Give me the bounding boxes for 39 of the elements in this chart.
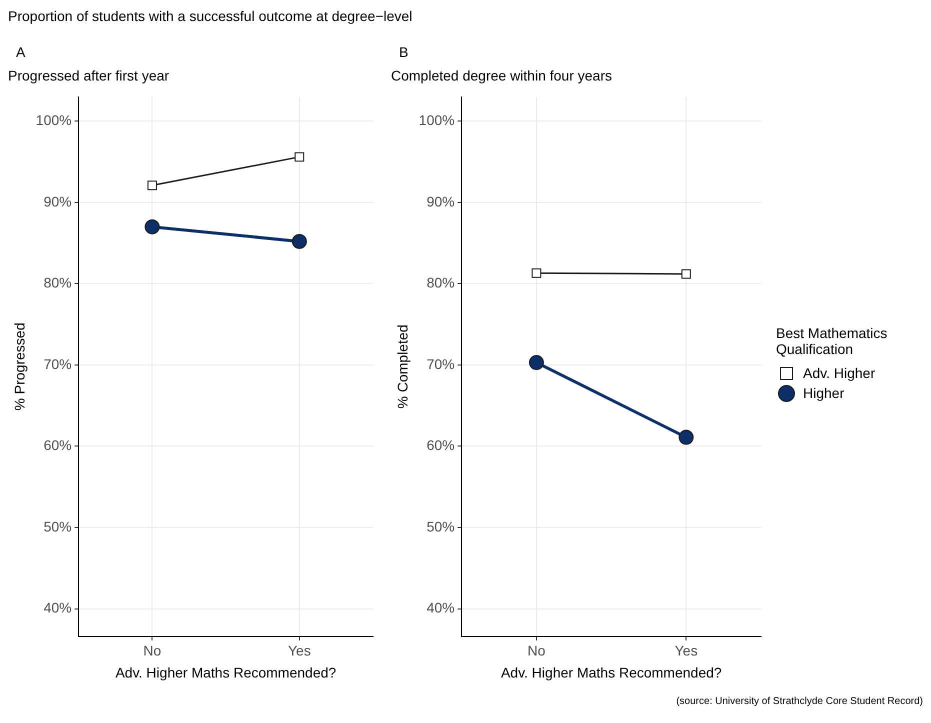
y-tick-label: 90% — [44, 193, 72, 210]
point — [292, 234, 307, 249]
y-tick-label: 70% — [426, 356, 455, 372]
x-tick-label: Yes — [288, 642, 311, 659]
y-tick-label: 40% — [44, 600, 72, 616]
y-tick-label: 90% — [426, 193, 455, 210]
point — [294, 152, 304, 162]
legend-label: Adv. Higher — [803, 365, 876, 381]
x-tick-label: Yes — [674, 642, 698, 659]
y-tick-label: 60% — [426, 437, 455, 454]
y-tick-label: 100% — [36, 112, 72, 128]
y-tick-label: 100% — [418, 112, 455, 128]
point — [532, 268, 542, 278]
y-tick-label: 80% — [426, 274, 455, 291]
x-axis-title: Adv. Higher Maths Recommended? — [500, 664, 722, 680]
y-tick-label: 80% — [44, 274, 72, 291]
y-axis-title: % Progressed — [11, 322, 28, 411]
legend-label: Higher — [803, 385, 844, 401]
legend-title: Best Mathematics Qualification — [776, 325, 888, 357]
chart-title: Progressed after first year — [8, 67, 170, 84]
point — [144, 219, 160, 234]
chart-title: Completed degree within four years — [391, 67, 612, 84]
text: B — [399, 44, 408, 60]
x-tick-label: No — [528, 642, 546, 659]
y-axis-title: % Completed — [394, 324, 410, 409]
text: A — [16, 44, 26, 60]
y-tick-label: 40% — [426, 600, 455, 616]
point — [678, 430, 694, 445]
y-tick-label: 50% — [44, 518, 72, 534]
point — [147, 180, 157, 190]
y-tick-label: 60% — [44, 437, 72, 454]
point — [528, 355, 544, 370]
text: (source: University of Strathclyde Core Student Record) — [676, 696, 923, 707]
y-tick-label: 50% — [426, 518, 455, 534]
text: Proportion of students with a successful outcome at degree−level — [8, 8, 414, 24]
point — [681, 269, 691, 279]
x-axis-title: Adv. Higher Maths Recommended? — [115, 664, 336, 680]
y-tick-label: 70% — [44, 356, 72, 372]
x-tick-label: No — [143, 642, 162, 659]
